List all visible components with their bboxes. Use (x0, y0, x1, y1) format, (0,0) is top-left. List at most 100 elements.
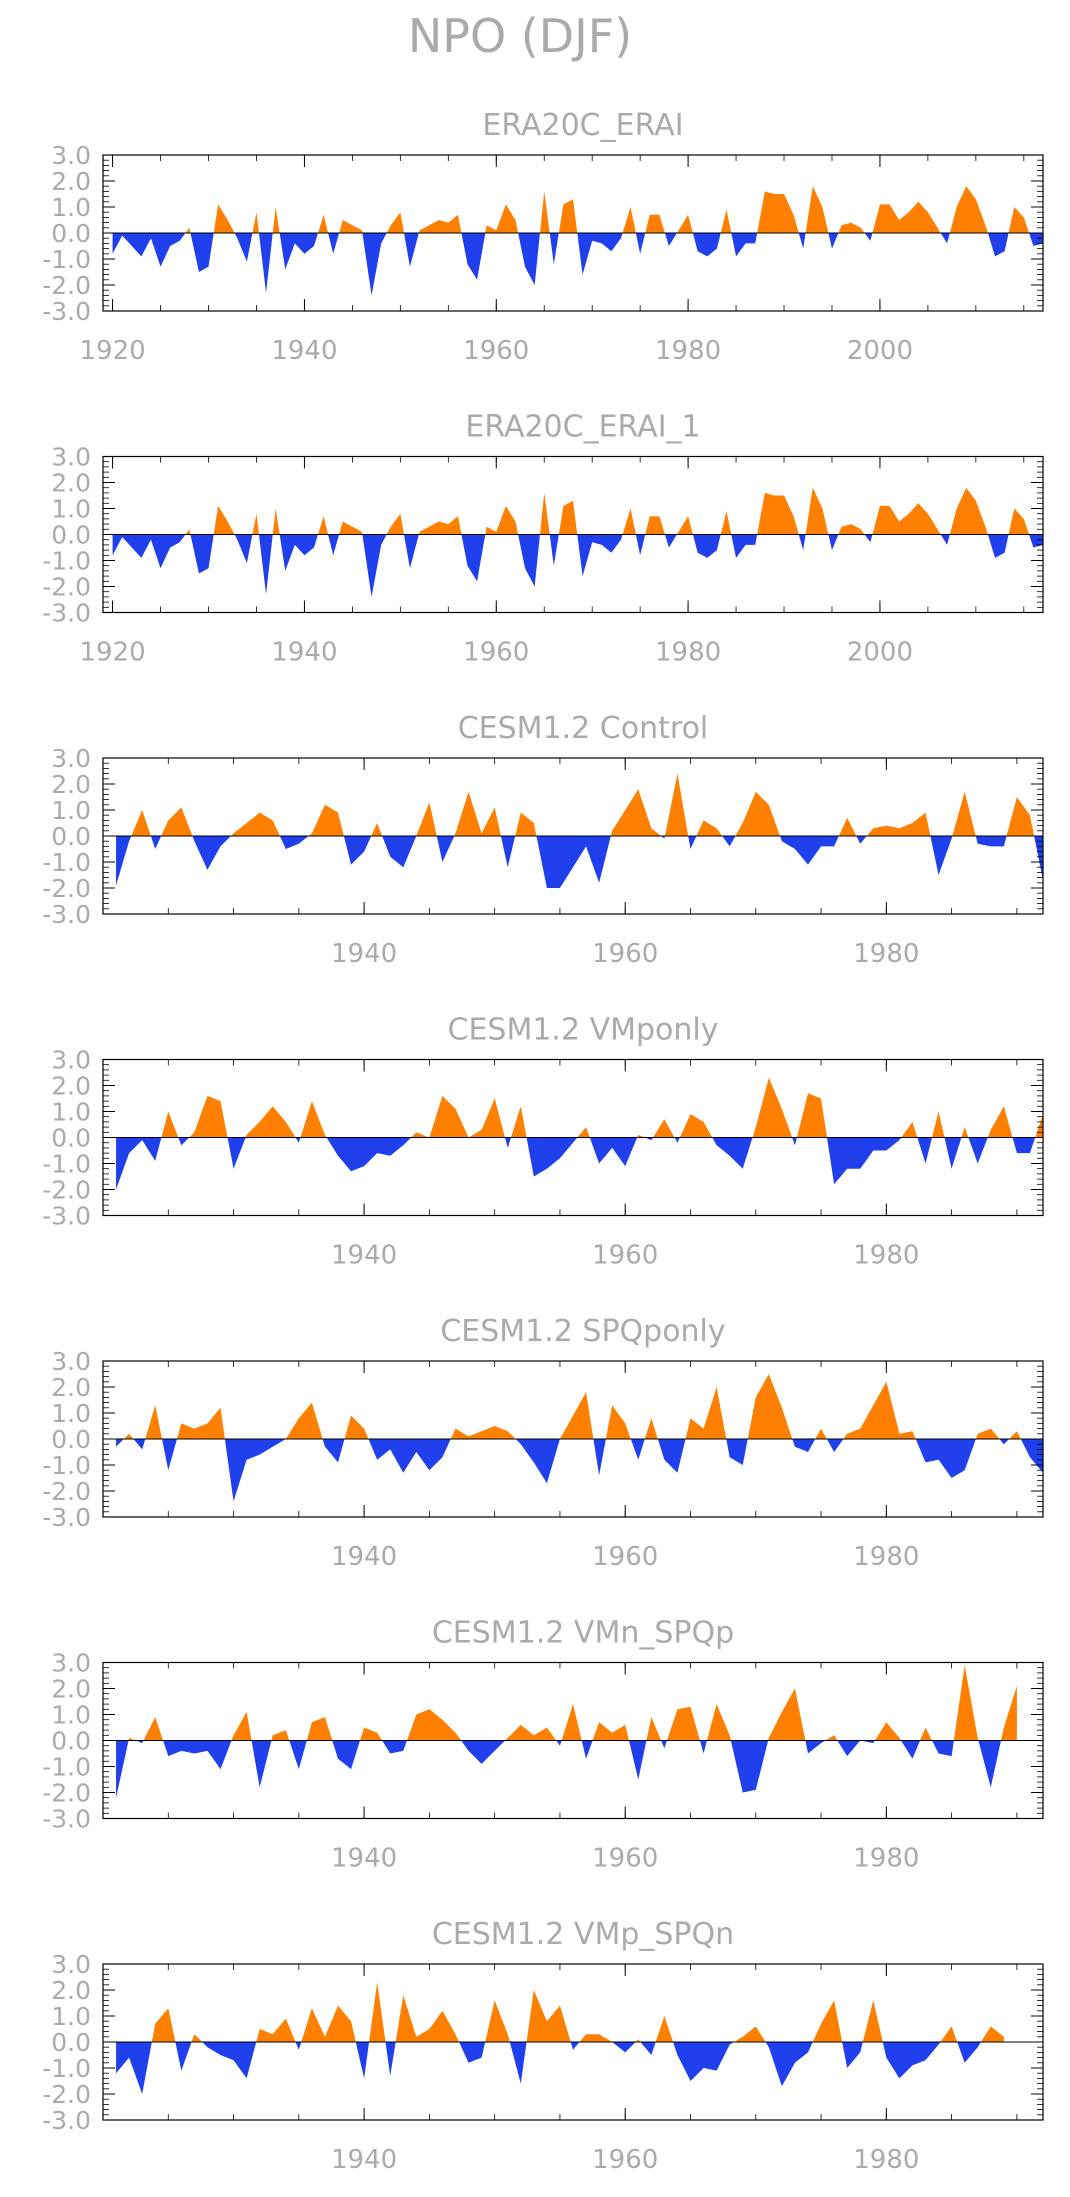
y-tick-label: 1.0 (51, 796, 91, 825)
y-tick-label: 0.0 (51, 521, 91, 550)
negative-area (116, 1137, 1043, 1190)
x-tick-label: 1940 (271, 336, 337, 366)
positive-area (116, 1665, 1017, 1741)
x-tick-label: 1960 (592, 2145, 658, 2175)
x-tick-label: 1920 (80, 336, 146, 366)
x-tick-label: 1940 (271, 638, 337, 668)
x-tick-label: 1960 (592, 1844, 658, 1874)
y-tick-label: 0.0 (51, 2028, 91, 2057)
panel-title: CESM1.2 VMn_SPQp (432, 1616, 734, 1651)
positive-area (112, 487, 1043, 535)
y-tick-label: -1.0 (42, 1753, 91, 1782)
y-tick-label: -3.0 (42, 1805, 91, 1834)
x-tick-label: 1960 (463, 336, 529, 366)
y-tick-label: 3.0 (51, 1649, 91, 1678)
x-tick-label: 2000 (847, 638, 913, 668)
x-tick-label: 1980 (853, 1542, 919, 1572)
y-tick-label: -1.0 (42, 2054, 91, 2083)
x-tick-label: 1960 (592, 1542, 658, 1572)
positive-area (116, 773, 1043, 836)
chart-panel-2: ERA20C_ERAI_1 -3.0-2.0-1.00.01.02.03.0 192… (42, 410, 1044, 668)
y-tick-label: -1.0 (42, 1451, 91, 1480)
y-tick-label: 3.0 (51, 1950, 91, 1979)
y-tick-label: -3.0 (42, 1202, 91, 1231)
y-tick-label: 1.0 (51, 1399, 91, 1428)
chart-panel-4: CESM1.2 VMponly -3.0-2.0-1.00.01.02.03.0 1… (42, 1013, 1044, 1271)
y-tick-label: 2.0 (51, 770, 91, 799)
figure-title: NPO (DJF) (408, 9, 632, 63)
y-tick-label: -2.0 (42, 1477, 91, 1506)
y-tick-label: -2.0 (42, 874, 91, 903)
panel-title: CESM1.2 Control (458, 711, 709, 746)
negative-area (116, 836, 1043, 888)
y-tick-label: -1.0 (42, 848, 91, 877)
y-tick-label: 2.0 (51, 167, 91, 196)
y-tick-label: 0.0 (51, 1425, 91, 1454)
y-tick-label: -2.0 (42, 1779, 91, 1808)
y-tick-label: 3.0 (51, 1046, 91, 1075)
negative-area (112, 233, 1043, 296)
y-tick-label: -3.0 (42, 599, 91, 628)
chart-panel-7: CESM1.2 VMp_SPQn -3.0-2.0-1.00.01.02.03.0… (42, 1917, 1044, 2175)
y-tick-label: 1.0 (51, 193, 91, 222)
x-tick-label: 2000 (847, 336, 913, 366)
negative-area (116, 1740, 1017, 1798)
x-tick-label: 1980 (853, 939, 919, 969)
y-tick-label: 0.0 (51, 219, 91, 248)
x-tick-label: 1980 (853, 1844, 919, 1874)
y-tick-label: -3.0 (42, 1503, 91, 1532)
y-tick-label: -3.0 (42, 297, 91, 326)
negative-area (116, 1439, 1043, 1502)
chart-panel-5: CESM1.2 SPQponly -3.0-2.0-1.00.01.02.03.0… (42, 1314, 1044, 1572)
y-tick-label: 3.0 (51, 443, 91, 472)
negative-area (112, 534, 1043, 597)
x-tick-label: 1940 (331, 1241, 397, 1271)
panel-title: ERA20C_ERAI_1 (465, 410, 700, 445)
y-tick-label: 2.0 (51, 469, 91, 498)
x-tick-label: 1940 (331, 939, 397, 969)
x-tick-label: 1960 (463, 638, 529, 668)
y-tick-label: 1.0 (51, 495, 91, 524)
positive-area (116, 1374, 1043, 1439)
y-tick-label: 3.0 (51, 1347, 91, 1376)
y-tick-label: -2.0 (42, 2080, 91, 2109)
positive-area (112, 186, 1043, 233)
y-tick-label: 2.0 (51, 1976, 91, 2005)
x-tick-label: 1960 (592, 939, 658, 969)
x-tick-label: 1960 (592, 1241, 658, 1271)
chart-panel-3: CESM1.2 Control -3.0-2.0-1.00.01.02.03.0 1… (42, 711, 1044, 969)
x-tick-label: 1940 (331, 2145, 397, 2175)
y-tick-label: 0.0 (51, 1727, 91, 1756)
panel-title: CESM1.2 SPQponly (440, 1314, 725, 1349)
y-tick-label: 2.0 (51, 1675, 91, 1704)
negative-area (116, 2042, 1004, 2094)
y-tick-label: 1.0 (51, 1701, 91, 1730)
y-tick-label: -2.0 (42, 573, 91, 602)
x-tick-label: 1920 (80, 638, 146, 668)
y-tick-label: -3.0 (42, 2106, 91, 2135)
x-tick-label: 1980 (853, 1241, 919, 1271)
x-tick-label: 1940 (331, 1542, 397, 1572)
positive-area (116, 1077, 1043, 1138)
y-tick-label: -3.0 (42, 900, 91, 929)
x-tick-label: 1980 (853, 2145, 919, 2175)
y-tick-label: 2.0 (51, 1373, 91, 1402)
panel-title: CESM1.2 VMp_SPQn (432, 1917, 734, 1952)
y-tick-label: 3.0 (51, 141, 91, 170)
y-tick-label: -1.0 (42, 547, 91, 576)
chart-panel-6: CESM1.2 VMn_SPQp -3.0-2.0-1.00.01.02.03.0… (42, 1616, 1044, 1874)
y-tick-label: -1.0 (42, 245, 91, 274)
panel-title: ERA20C_ERAI (482, 108, 683, 143)
y-tick-label: 3.0 (51, 744, 91, 773)
chart-panel-1: ERA20C_ERAI -3.0-2.0-1.00.01.02.03.0 1920 1… (42, 108, 1044, 366)
y-tick-label: -2.0 (42, 271, 91, 300)
y-tick-label: 2.0 (51, 1072, 91, 1101)
y-tick-label: -2.0 (42, 1176, 91, 1205)
y-tick-label: 0.0 (51, 1124, 91, 1153)
y-tick-label: 1.0 (51, 2002, 91, 2031)
x-tick-label: 1940 (331, 1844, 397, 1874)
x-tick-label: 1980 (655, 638, 721, 668)
panel-title: CESM1.2 VMponly (448, 1013, 719, 1048)
x-tick-label: 1980 (655, 336, 721, 366)
